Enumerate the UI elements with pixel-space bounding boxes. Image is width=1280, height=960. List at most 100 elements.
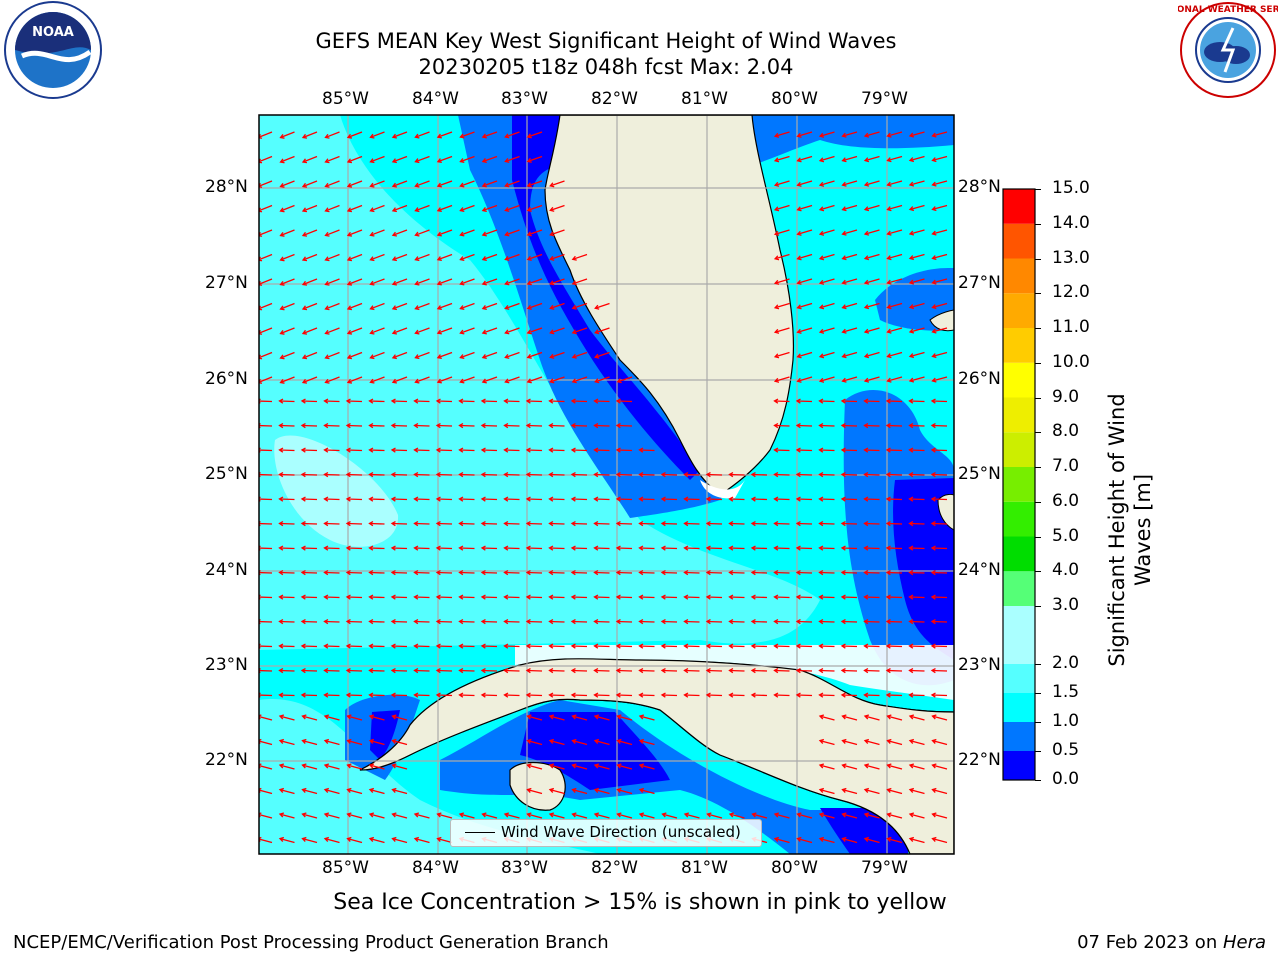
wind-arrow [279, 837, 295, 844]
wind-arrow-head [323, 692, 329, 698]
wind-arrow-head [459, 231, 465, 237]
wind-arrow [505, 327, 520, 334]
wind-arrow-head [413, 422, 419, 429]
wind-arrow [595, 327, 610, 334]
wind-arrow [324, 788, 340, 795]
wind-arrow [886, 547, 903, 550]
wind-arrow-head [391, 207, 398, 213]
wind-arrow [639, 764, 655, 770]
wind-arrow [661, 571, 678, 574]
wind-arrow-head [368, 545, 374, 551]
wind-arrow-head [571, 763, 577, 769]
wind-arrow [819, 302, 835, 309]
wind-arrow-head [863, 328, 870, 334]
wind-arrow-head [908, 398, 914, 404]
wind-arrow-head [413, 398, 419, 404]
wind-arrow-head [300, 618, 306, 625]
wind-arrow [346, 669, 363, 672]
colorbar-tick-mark [1035, 189, 1041, 190]
wind-arrow [324, 813, 340, 819]
wind-arrow [842, 278, 858, 284]
wind-arrow-head [278, 422, 284, 429]
wind-arrow [774, 522, 790, 525]
wind-arrow-head [818, 230, 825, 236]
wind-arrow [392, 764, 408, 770]
wind-arrow-head [390, 520, 396, 527]
wind-arrow-head [368, 836, 375, 842]
wind-arrow-head [818, 255, 825, 261]
wind-arrow [346, 571, 363, 574]
wind-arrow-head [526, 133, 532, 139]
wind-arrow-head [795, 594, 801, 600]
wind-arrow [796, 596, 813, 599]
wind-arrow-head [886, 836, 892, 842]
wind-arrow-head [841, 787, 847, 793]
wind-arrow-head [638, 447, 644, 453]
colorbar-tick-mark [1035, 664, 1041, 665]
wind-arrow-head [931, 279, 937, 285]
wind-arrow [774, 596, 790, 599]
wind-arrow [886, 522, 903, 525]
wind-arrow [482, 229, 498, 236]
wind-arrow [481, 620, 498, 623]
wind-arrow [259, 376, 273, 383]
wind-arrow [909, 327, 925, 333]
wind-arrow [504, 620, 520, 623]
wind-arrow [616, 645, 633, 648]
wind-arrow-head [863, 377, 870, 383]
wind-arrow [459, 424, 475, 427]
wind-arrow-head [593, 520, 599, 527]
wind-arrow-head [345, 471, 351, 478]
wind-arrow-head [278, 738, 285, 744]
wind-arrow [572, 715, 588, 721]
wind-arrow [931, 669, 948, 672]
wind-arrow [909, 522, 925, 525]
wind-arrow-head [570, 594, 576, 600]
wind-arrow [302, 131, 318, 139]
wind-arrow [639, 449, 655, 452]
wind-arrow-head [773, 520, 779, 527]
colorbar-tick-label: 14.0 [1052, 212, 1090, 233]
wind-arrow [729, 473, 745, 476]
wind-arrow [617, 715, 633, 721]
wind-arrow [819, 327, 835, 333]
wind-arrow-head [863, 692, 869, 698]
wind-arrow-head [459, 354, 465, 360]
wind-arrow-head [413, 618, 419, 625]
wind-arrow [887, 302, 903, 309]
wind-arrow [842, 155, 858, 162]
wind-arrow [369, 596, 385, 599]
footer-right: 07 Feb 2023 on Hera [1077, 932, 1266, 953]
wind-arrow [661, 498, 678, 501]
wind-arrow-head [885, 422, 891, 429]
colorbar-tick-label: 1.0 [1052, 711, 1080, 731]
wind-arrow [279, 715, 295, 721]
wind-arrow-head [323, 569, 329, 576]
wind-arrow [864, 813, 880, 819]
wind-arrow-head [413, 569, 419, 576]
lon-tick-bottom-85: 85°W [322, 858, 369, 878]
wind-arrow [886, 473, 903, 476]
lat-tick-left-27: 27°N [205, 273, 248, 293]
wind-arrow-head [549, 206, 555, 212]
wind-arrow [459, 522, 475, 525]
wind-arrow-head [638, 618, 644, 625]
wind-arrow-head [345, 496, 351, 502]
wind-arrow [481, 645, 498, 648]
wind-arrow [259, 229, 273, 236]
wind-arrow [302, 376, 318, 384]
wind-arrow [684, 571, 700, 574]
colorbar-cell [1003, 571, 1035, 606]
wind-arrow [819, 229, 835, 235]
wind-arrow-head [818, 763, 825, 769]
wind-arrow [369, 715, 385, 721]
wind-arrow-head [885, 569, 891, 576]
wind-arrow-head [594, 378, 600, 384]
wind-arrow-head [886, 763, 892, 769]
wind-arrow-head [570, 520, 576, 527]
wind-arrow [527, 131, 543, 138]
wind-arrow [279, 694, 295, 697]
wind-arrow [932, 715, 948, 721]
wind-arrow [459, 669, 475, 672]
wind-arrow-head [930, 545, 936, 551]
